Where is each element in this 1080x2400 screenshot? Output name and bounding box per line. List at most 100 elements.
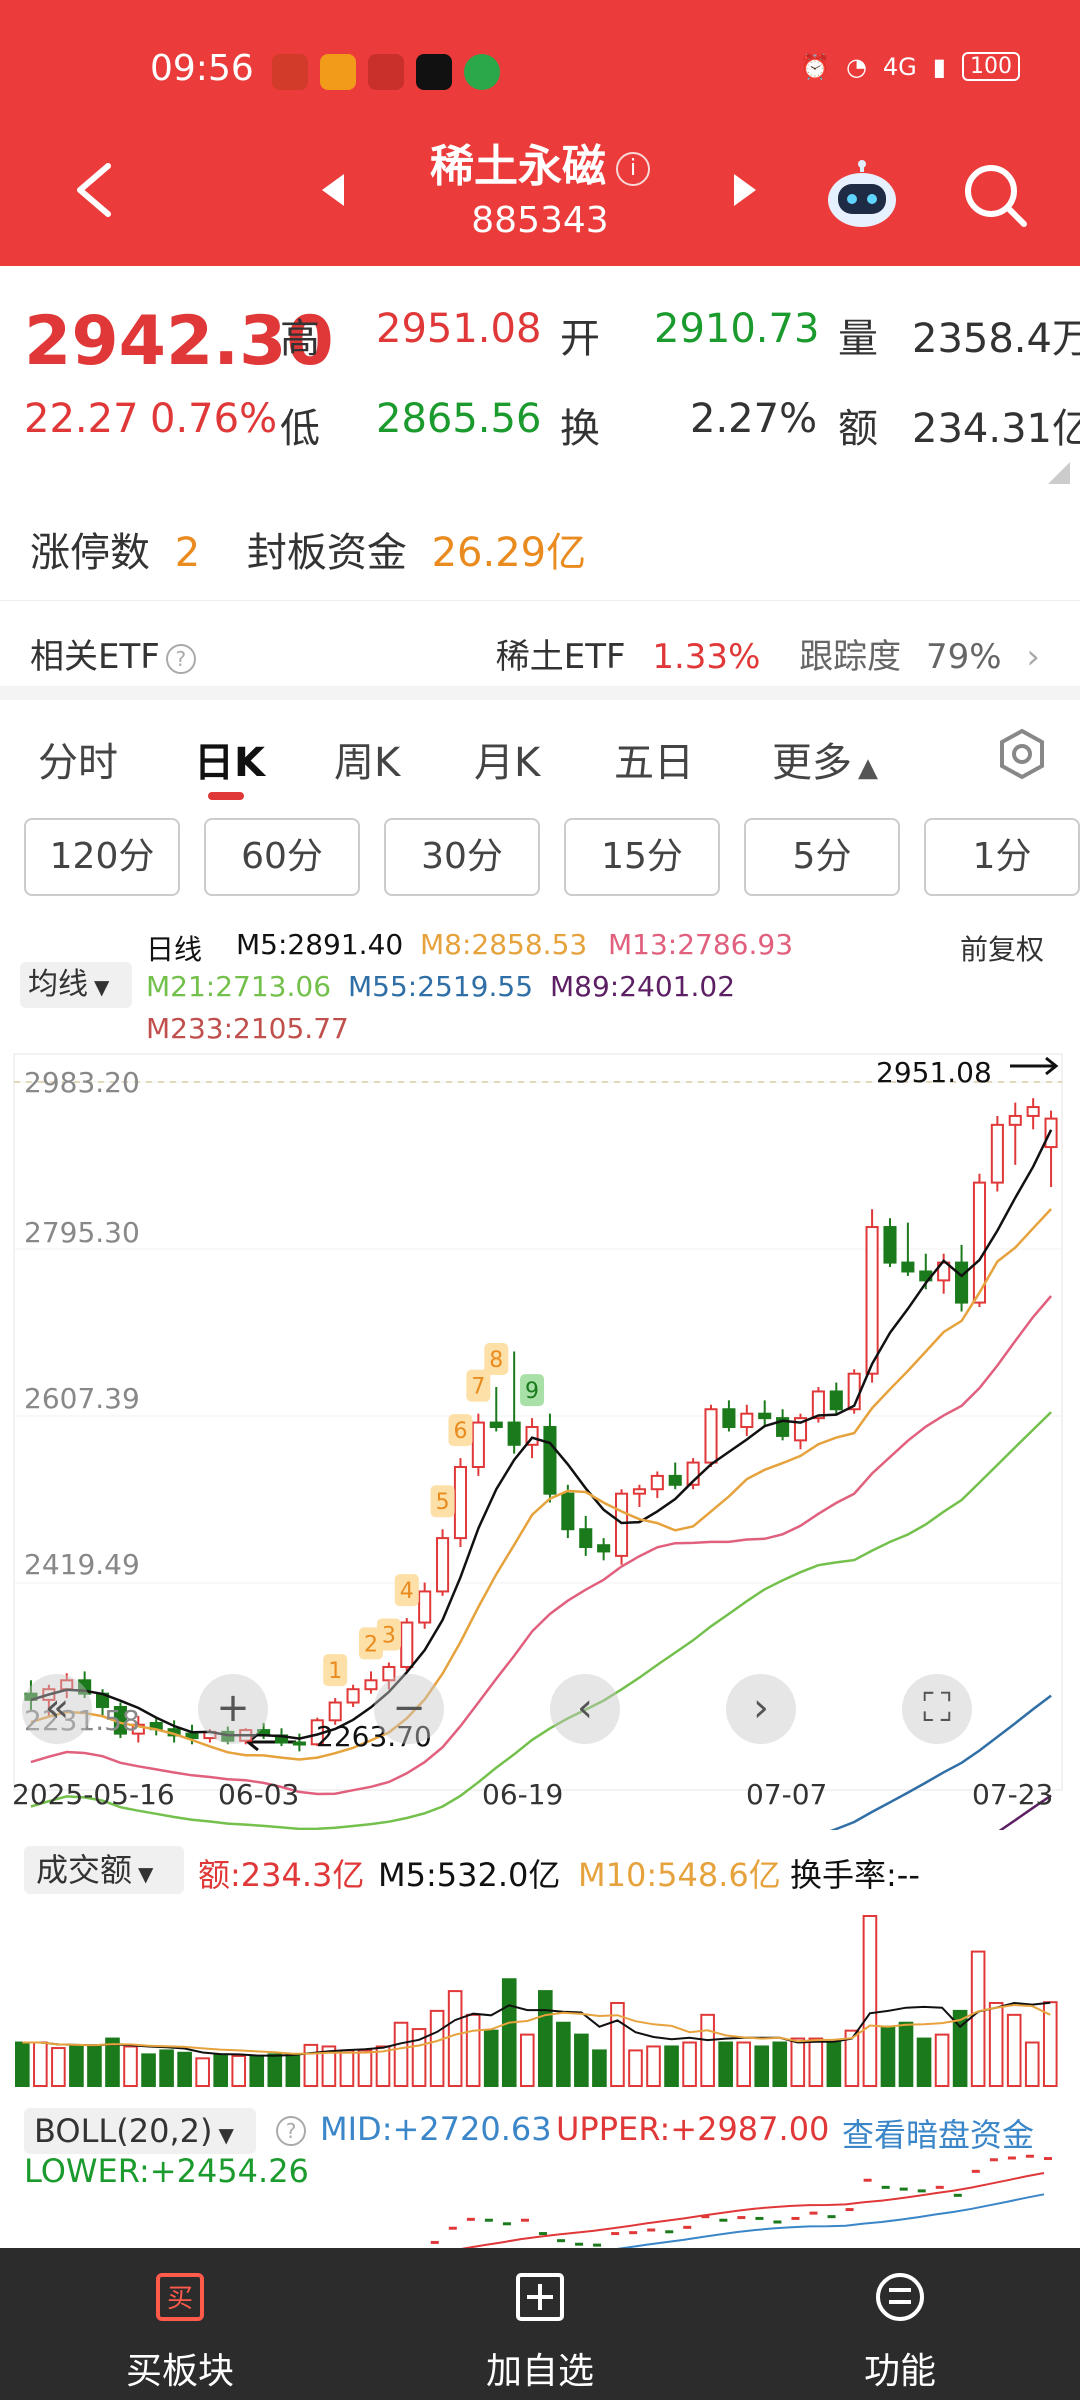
- sequence-marker-text: 3: [382, 1624, 396, 1649]
- candle-body: [579, 1528, 593, 1548]
- buy-icon: 买: [156, 2273, 204, 2321]
- info-icon[interactable]: i: [616, 152, 650, 186]
- sequence-marker: [376, 1618, 401, 1651]
- adjust-mode[interactable]: 前复权: [960, 933, 1045, 966]
- back-arrow-icon[interactable]: [70, 160, 120, 220]
- volume-bar: [501, 1978, 517, 2087]
- ma233-value: M233:2105.77: [146, 1012, 349, 1045]
- boll-legend: BOLL(20,2) ▼ ? MID:+2720.63 UPPER:+2987.0…: [0, 2100, 1080, 2200]
- interval-120m-button[interactable]: 120分: [24, 818, 180, 896]
- battery-indicator: 100: [962, 52, 1020, 81]
- volume-bar: [447, 1990, 463, 2087]
- candle-body: [1026, 1106, 1040, 1117]
- volume-bar: [429, 2009, 445, 2087]
- interval-5m-button[interactable]: 5分: [744, 818, 900, 896]
- zoom-in-button[interactable]: +: [198, 1674, 268, 1744]
- interval-15m-button[interactable]: 15分: [564, 818, 720, 896]
- sequence-marker-text: 4: [400, 1579, 414, 1604]
- candle-body: [436, 1537, 450, 1593]
- help-icon[interactable]: ?: [165, 643, 196, 674]
- candle-body: [418, 1590, 432, 1624]
- volume-value: 2358.4万: [912, 316, 1080, 362]
- quote-panel: 2942.30 22.27 0.76% 高 2951.08 开 2910.73 …: [0, 266, 1080, 506]
- fullscreen-button[interactable]: ⛶: [902, 1674, 972, 1744]
- high-value: 2951.08: [376, 306, 542, 352]
- low-value: 2865.56: [376, 396, 542, 442]
- open-label: 开: [560, 316, 600, 362]
- tab-weekly-k[interactable]: 周K: [334, 740, 401, 786]
- volume-bar: [51, 2047, 66, 2087]
- ma-legend: 均线 ▼ 日线 M5:2891.40 M8:2858.53 M13:2786.93…: [0, 920, 1080, 1050]
- candle-body: [1008, 1114, 1022, 1126]
- add-watchlist-button[interactable]: 加自选: [360, 2248, 720, 2400]
- settings-icon[interactable]: [996, 728, 1048, 780]
- limit-up-row: 涨停数 2 封板资金 26.29亿: [30, 520, 586, 578]
- tab-five-day[interactable]: 五日: [614, 740, 694, 786]
- stock-app-icon: [368, 54, 404, 90]
- candle-body: [1044, 1117, 1058, 1149]
- y-tick-label: 2231.58: [24, 1704, 140, 1737]
- boll-select[interactable]: BOLL(20,2) ▼: [24, 2108, 256, 2154]
- x-tick-label: 07-07: [746, 1778, 828, 1811]
- robot-assistant-icon[interactable]: [822, 160, 902, 230]
- sequence-marker-text: 1: [328, 1659, 342, 1684]
- previous-stock-icon[interactable]: [318, 170, 348, 210]
- dark-pool-link[interactable]: 查看暗盘资金: [842, 2116, 1035, 2154]
- volume-bar: [465, 2013, 481, 2087]
- volume-bar: [339, 2049, 355, 2088]
- add-watchlist-label: 加自选: [485, 2351, 594, 2392]
- volume-bar: [69, 2045, 84, 2088]
- related-etf-row[interactable]: 相关ETF? 稀土ETF 1.33% 跟踪度 79% ›: [0, 600, 1080, 700]
- candle-body: [865, 1226, 879, 1375]
- expand-corner-icon[interactable]: [1048, 462, 1070, 484]
- turnover-label: 换: [560, 406, 600, 452]
- volume-bar: [898, 2021, 914, 2087]
- ma-select[interactable]: 均线 ▼: [20, 962, 132, 1008]
- tab-more-label: 更多: [772, 740, 852, 786]
- volume-bar: [1006, 2013, 1022, 2087]
- boll-mid-line: [616, 2193, 1045, 2248]
- interval-1m-button[interactable]: 1分: [924, 818, 1080, 896]
- ma21-line: [30, 1411, 1052, 1830]
- ma13-value: M13:2786.93: [608, 928, 794, 961]
- tab-more[interactable]: 更多 ▲: [772, 730, 878, 788]
- function-button[interactable]: 功能: [720, 2248, 1080, 2400]
- interval-60m-button[interactable]: 60分: [204, 818, 360, 896]
- boll-help-icon[interactable]: ?: [276, 2116, 306, 2146]
- related-etf-label: 相关ETF: [30, 637, 160, 677]
- seal-fund-label: 封板资金: [246, 530, 407, 576]
- high-label: 高: [280, 316, 320, 362]
- candle-body: [543, 1426, 557, 1495]
- interval-30m-button[interactable]: 30分: [384, 818, 540, 896]
- volume-chart[interactable]: [0, 1900, 1080, 2090]
- buy-sector-button[interactable]: 买 买板块: [0, 2248, 360, 2400]
- boll-lower: LOWER:+2454.26: [24, 2152, 309, 2190]
- tab-intraday[interactable]: 分时: [38, 740, 118, 786]
- volume-bar: [610, 2001, 625, 2087]
- sector-name: 稀土永磁: [430, 141, 606, 192]
- boll-select-label: BOLL(20,2): [34, 2112, 213, 2150]
- scroll-left-button[interactable]: ‹: [550, 1674, 620, 1744]
- chevron-right-icon: ›: [1026, 637, 1040, 677]
- dropdown-icon: ▼: [138, 1862, 154, 1886]
- next-stock-icon[interactable]: [730, 170, 760, 210]
- candle-body: [614, 1492, 629, 1557]
- tab-daily-k[interactable]: 日K: [194, 740, 265, 786]
- turnover-rate: 换手率:--: [790, 1856, 920, 1894]
- volume-bar: [303, 2043, 319, 2088]
- candle-body: [453, 1466, 468, 1540]
- tab-monthly-k[interactable]: 月K: [474, 740, 541, 786]
- volume-bar: [15, 2041, 30, 2087]
- candle-body: [704, 1408, 718, 1464]
- search-icon[interactable]: [960, 160, 1030, 230]
- zoom-out-button[interactable]: −: [374, 1674, 444, 1744]
- candle-body: [525, 1426, 539, 1446]
- y-tick-label: 2795.30: [24, 1216, 140, 1249]
- volume-select[interactable]: 成交额 ▼: [24, 1846, 184, 1894]
- limit-count: 2: [174, 530, 201, 576]
- scroll-right-button[interactable]: ›: [726, 1674, 796, 1744]
- dropdown-icon: ▼: [94, 975, 110, 999]
- scroll-left-fast-button[interactable]: «: [22, 1674, 92, 1744]
- price-change-pct: 0.76%: [150, 396, 278, 442]
